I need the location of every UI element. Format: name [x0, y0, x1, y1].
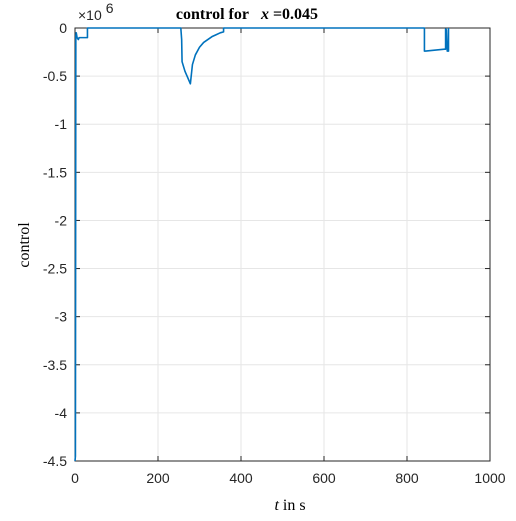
y-tick-label: -3 — [55, 309, 68, 325]
y-tick-label: -1 — [55, 116, 68, 132]
x-axis-label-text: in s — [283, 497, 306, 514]
chart-title-variable: x — [260, 6, 269, 23]
x-tick-label: 400 — [229, 470, 253, 486]
axis-ticks — [74, 27, 491, 462]
x-tick-label: 800 — [395, 470, 419, 486]
y-tick-label: -2 — [55, 212, 68, 228]
chart-title-value: =0.045 — [273, 6, 318, 23]
y-tick-label: 0 — [59, 20, 67, 36]
y-exponent-prefix: ×10 — [78, 7, 102, 23]
x-axis-label: t in s — [274, 497, 305, 514]
x-axis-label-variable: t — [274, 497, 279, 514]
y-axis-label: control — [16, 222, 33, 268]
series-line — [74, 27, 450, 462]
y-exponent-power: 6 — [106, 0, 114, 16]
chart-title-text: control for — [176, 6, 249, 23]
grid-lines — [74, 27, 491, 462]
y-tick-label: -1.5 — [43, 164, 67, 180]
x-tick-labels: 0 200 400 600 800 1000 — [71, 470, 506, 486]
y-exponent-label: ×10 6 — [78, 0, 114, 24]
y-tick-label: -4.5 — [43, 453, 67, 469]
x-tick-label: 600 — [312, 470, 336, 486]
y-tick-labels: 0 -0.5 -1 -1.5 -2 -2.5 -3 -3.5 -4 -4.5 — [43, 20, 67, 469]
y-tick-label: -2.5 — [43, 261, 67, 277]
x-tick-label: 200 — [146, 470, 170, 486]
x-tick-label: 1000 — [474, 470, 505, 486]
y-tick-label: -4 — [55, 405, 68, 421]
y-tick-label: -3.5 — [43, 357, 67, 373]
x-tick-label: 0 — [71, 470, 79, 486]
plot-area — [74, 27, 491, 462]
chart-title: control for x =0.045 — [176, 6, 318, 23]
y-tick-label: -0.5 — [43, 68, 67, 84]
